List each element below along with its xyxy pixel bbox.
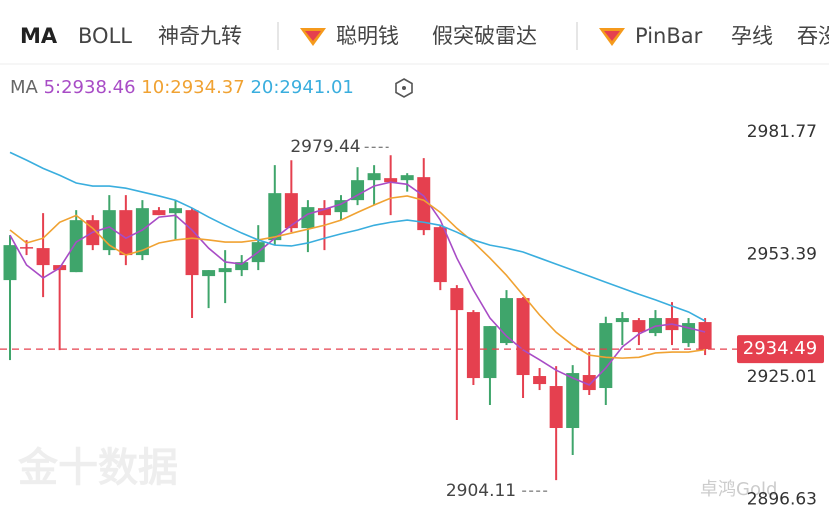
candle-body (566, 373, 580, 429)
candle-body (235, 262, 249, 271)
candle-body (433, 227, 447, 283)
candle-body (483, 326, 497, 379)
ma-line (9, 195, 706, 359)
legend-title: MA (10, 77, 39, 98)
ma-line (9, 151, 706, 322)
y-tick-label: 2953.39 (747, 245, 817, 265)
candle-body (351, 180, 365, 201)
y-tick-label: 2896.63 (747, 489, 817, 509)
watermark: 卓鸿Gold (700, 479, 777, 500)
candle-body (119, 210, 133, 256)
candle-body (533, 376, 547, 385)
y-tick-label: 2981.77 (747, 122, 817, 142)
candle-body (466, 312, 480, 379)
settings-icon-dot (402, 86, 406, 90)
y-tick-label: 2925.01 (747, 367, 817, 387)
indicator-tab[interactable]: 聪明钱 (336, 24, 399, 48)
legend-name: 10 (141, 77, 164, 98)
legend-sep: : (273, 77, 279, 98)
candle-body (20, 247, 34, 249)
candle-body (169, 208, 182, 214)
candle-body (632, 320, 646, 333)
vip-icon (300, 28, 326, 46)
candle-body (185, 210, 199, 276)
last-price-box (737, 335, 824, 364)
candle-body (615, 318, 629, 323)
indicator-tab[interactable]: PinBar (635, 24, 703, 48)
legend-sep: : (55, 77, 61, 98)
candle-body (516, 298, 530, 376)
candle-body (450, 288, 464, 311)
candle-body (284, 193, 298, 229)
settings-icon[interactable] (395, 78, 413, 98)
legend-name: 20 (250, 77, 273, 98)
candle-body (417, 177, 431, 231)
legend-sep: : (164, 77, 170, 98)
legend-value: 2938.46 (61, 77, 135, 98)
ma-line (9, 181, 706, 386)
last-price-label: 2934.49 (743, 338, 817, 359)
candle-body (218, 268, 232, 273)
legend: MA 5:2938.46 10:2934.37 20:2941.01 (10, 77, 354, 98)
legend-value: 2941.01 (279, 77, 353, 98)
candle-body (135, 208, 149, 256)
candle-body (69, 220, 83, 273)
candle-body (202, 270, 216, 277)
candle-body (152, 210, 166, 216)
legend-value: 2934.37 (170, 77, 244, 98)
watermark: 金十数据 (17, 445, 178, 491)
indicator-tab[interactable]: 吞没 (797, 24, 829, 48)
candle-body (268, 193, 282, 241)
candle-body (36, 248, 50, 266)
indicator-tab[interactable]: 孕线 (731, 24, 773, 48)
candle-body (582, 375, 596, 391)
candle-body (367, 173, 381, 181)
indicator-tab[interactable]: 假突破雷达 (432, 24, 537, 48)
max-label: 2979.44 (290, 137, 360, 157)
vip-icon (599, 28, 625, 46)
candle-body (334, 200, 348, 213)
indicator-tab[interactable]: 神奇九转 (158, 24, 242, 48)
candle-body (698, 322, 712, 350)
candle-body (3, 245, 17, 281)
candle-body (317, 208, 331, 216)
candle-body (599, 323, 613, 389)
candle-body (400, 175, 414, 181)
legend-name: 5 (44, 77, 55, 98)
candle-body (102, 210, 116, 251)
candle-body (384, 178, 398, 183)
indicator-tab[interactable]: BOLL (78, 24, 132, 48)
min-label: 2904.11 (446, 481, 516, 501)
indicator-tab[interactable]: MA (20, 24, 58, 48)
candle-body (549, 386, 563, 429)
